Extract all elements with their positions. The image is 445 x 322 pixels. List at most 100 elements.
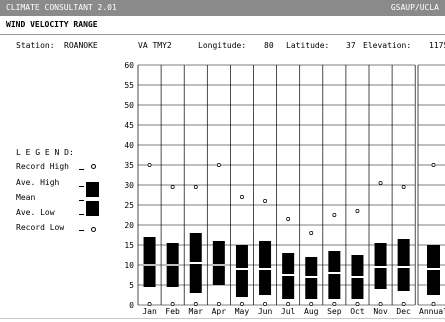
bar-lower [282,276,295,299]
y-tick-label: 30 [124,181,134,190]
legend-ave-high-dash [79,186,84,187]
bar-lower [235,270,248,297]
bar-lower [328,274,341,299]
header-divider [0,34,445,35]
legend-record-high-marker [91,164,96,169]
record-high-marker [193,185,198,189]
legend-record-high-label: Record High [16,162,69,171]
bar-upper [374,243,387,266]
record-high-marker [309,231,314,235]
bar-upper [143,237,156,264]
bar-upper [282,253,295,274]
y-tick-label: 35 [124,161,134,170]
record-low-marker [355,302,360,306]
x-tick-label: Nov [373,307,388,316]
x-tick-label: Aug [304,307,319,316]
latitude-value: 37 [346,41,356,50]
y-tick-label: 0 [129,301,134,310]
record-low-marker [147,302,152,306]
elevation-label: Elevation: [363,41,412,50]
record-high-marker [355,209,360,213]
record-low-marker [239,302,244,306]
bar-lower [397,268,410,291]
bar-lower [427,270,440,295]
legend-mean-label: Mean [16,193,36,202]
record-high-marker [332,213,337,217]
bar-upper [212,241,225,264]
x-tick-label: Sep [327,307,342,316]
record-low-marker [332,302,337,306]
record-low-marker [286,302,291,306]
bar-upper [351,255,364,276]
record-high-marker [263,199,267,203]
bar-lower [351,278,364,299]
bar-lower [212,266,225,285]
bar-upper [189,233,202,262]
legend-record-low-dash [79,230,84,231]
x-tick-label: May [235,307,250,316]
legend-upper-swatch [86,182,99,197]
legend-record-low-marker [91,227,96,232]
y-tick-label: 45 [124,121,134,130]
y-tick-label: 5 [129,281,134,290]
record-high-marker [286,217,291,221]
legend-ave-high-label: Ave. High [16,178,60,187]
x-tick-label: Annual [419,307,445,316]
bar-upper [305,257,318,276]
record-low-marker [309,302,314,306]
y-tick-label: 40 [124,141,134,150]
record-high-marker [170,185,175,189]
station-label: Station: [16,41,55,50]
bar-upper [166,243,179,264]
station-source: VA TMY2 [138,41,172,50]
record-low-marker [193,302,198,306]
legend-record-low-label: Record Low [16,223,65,232]
bar-upper [259,241,272,268]
bar-upper [427,245,440,268]
legend-ave-low-label: Ave. Low [16,208,55,217]
x-tick-label: Mar [189,307,204,316]
x-tick-label: Apr [212,307,227,316]
x-tick-label: Oct [350,307,365,316]
record-high-marker [378,181,383,185]
bottom-divider [0,318,445,319]
x-tick-label: Jan [142,307,157,316]
title-bar: CLIMATE CONSULTANT 2.01 GSAUP/UCLA [0,0,445,16]
legend-ave-low-dash [79,214,84,215]
x-tick-label: Jul [281,307,296,316]
y-tick-label: 60 [124,61,134,70]
record-high-marker [239,195,244,199]
longitude-label: Longitude: [198,41,247,50]
legend-mean-dash [79,200,84,201]
record-low-marker [170,302,175,306]
record-low-marker [431,302,436,306]
y-tick-label: 20 [124,221,134,230]
bar-lower [189,264,202,293]
y-tick-label: 10 [124,261,134,270]
bar-lower [143,266,156,287]
station-name: ROANOKE [64,41,98,50]
panel-title: WIND VELOCITY RANGE [6,20,98,29]
latitude-label: Latitude: [286,41,330,50]
bar-lower [374,268,387,289]
y-tick-label: 50 [124,101,134,110]
y-tick-label: 55 [124,81,134,90]
bar-upper [235,245,248,268]
x-tick-label: Jun [258,307,273,316]
x-tick-label: Dec [396,307,411,316]
record-low-marker [263,302,267,306]
bar-lower [305,278,318,299]
legend-record-high-dash [79,169,84,170]
bar-lower [259,270,272,295]
bar-upper [397,239,410,266]
legend-lower-swatch [86,201,99,216]
elevation-value: 1175 [429,41,445,50]
longitude-value: 80 [264,41,274,50]
record-low-marker [378,302,383,306]
record-high-marker [431,163,436,167]
record-high-marker [216,163,221,167]
x-tick-label: Feb [165,307,180,316]
bar-lower [166,266,179,287]
bar-upper [328,251,341,272]
record-high-marker [401,185,406,189]
